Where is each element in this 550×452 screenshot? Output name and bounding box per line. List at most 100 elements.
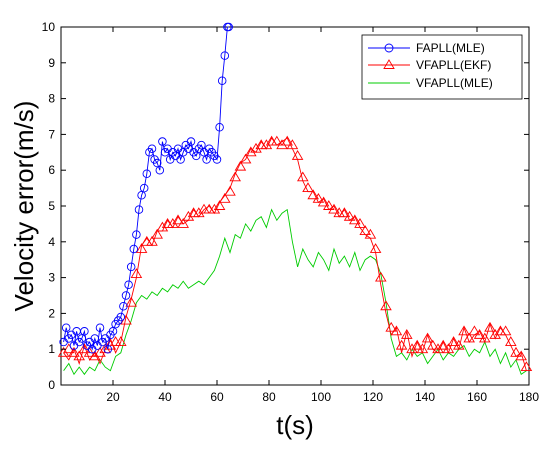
data-point bbox=[401, 328, 413, 339]
series-layer bbox=[57, 22, 533, 376]
y-tick-label: 4 bbox=[48, 235, 55, 249]
data-point bbox=[442, 343, 455, 354]
data-point bbox=[447, 336, 460, 346]
data-point bbox=[354, 218, 366, 228]
data-point bbox=[155, 165, 165, 175]
data-point bbox=[312, 192, 325, 203]
data-point bbox=[411, 339, 423, 350]
data-point bbox=[193, 207, 205, 218]
series-vfapll-mle- bbox=[63, 208, 527, 376]
data-point bbox=[78, 343, 91, 354]
data-point bbox=[453, 339, 465, 350]
x-tick-label: 120 bbox=[363, 390, 383, 404]
y-axis-title: Velocity error(m/s) bbox=[9, 101, 39, 312]
data-point bbox=[125, 296, 137, 307]
data-point bbox=[224, 22, 233, 32]
data-point bbox=[302, 182, 314, 193]
data-point bbox=[364, 228, 377, 239]
y-tick-label: 8 bbox=[48, 92, 55, 106]
data-point bbox=[432, 343, 444, 354]
data-point bbox=[129, 244, 139, 254]
data-point bbox=[328, 203, 340, 214]
series-fapll-mle- bbox=[59, 22, 233, 354]
data-point bbox=[479, 332, 491, 343]
y-tick-label: 5 bbox=[48, 199, 55, 213]
data-point bbox=[147, 144, 157, 153]
data-point bbox=[416, 343, 429, 354]
series-vfapll-ekf- bbox=[57, 135, 533, 372]
legend: FAPLL(MLE) VFAPLL(EKF) VFAPLL(MLE) bbox=[361, 34, 523, 100]
data-point bbox=[338, 207, 351, 218]
data-point bbox=[468, 325, 481, 336]
data-point bbox=[156, 221, 169, 232]
data-point bbox=[83, 346, 96, 357]
data-point bbox=[317, 196, 330, 207]
data-point bbox=[220, 51, 230, 60]
data-point bbox=[484, 321, 496, 332]
data-point bbox=[104, 339, 117, 350]
x-tick-label: 160 bbox=[467, 390, 487, 404]
data-point bbox=[276, 139, 288, 150]
data-point bbox=[126, 262, 136, 272]
data-point bbox=[281, 135, 293, 146]
legend-label: FAPLL(MLE) bbox=[416, 41, 485, 55]
x-axis: 20 40 60 80 100 120 140 160 180 bbox=[106, 27, 539, 404]
data-point bbox=[219, 192, 231, 203]
y-tick-label: 10 bbox=[42, 20, 56, 34]
legend-label: VFAPLL(MLE) bbox=[416, 76, 493, 90]
data-point bbox=[520, 361, 533, 372]
y-axis: 0 1 2 3 4 5 6 7 8 9 10 bbox=[42, 20, 529, 392]
data-point bbox=[271, 135, 283, 146]
data-point bbox=[119, 301, 128, 311]
data-point bbox=[130, 268, 143, 278]
data-point bbox=[215, 122, 224, 132]
y-tick-label: 3 bbox=[48, 271, 55, 285]
data-point bbox=[208, 203, 221, 214]
legend-marker bbox=[383, 59, 395, 69]
data-point bbox=[375, 271, 387, 282]
x-tick-label: 100 bbox=[311, 390, 331, 404]
data-point bbox=[146, 235, 158, 246]
data-point bbox=[202, 155, 211, 164]
data-point bbox=[380, 300, 392, 311]
data-point bbox=[135, 243, 148, 253]
data-point bbox=[239, 153, 252, 164]
data-point bbox=[103, 344, 113, 354]
data-point bbox=[499, 325, 512, 336]
data-point bbox=[234, 160, 247, 171]
x-tick-label: 60 bbox=[210, 390, 224, 404]
data-point bbox=[89, 350, 101, 361]
series-line bbox=[63, 208, 527, 376]
x-axis-title: t(s) bbox=[276, 410, 314, 440]
data-point bbox=[151, 228, 163, 239]
data-point bbox=[307, 189, 319, 200]
x-tick-label: 40 bbox=[158, 390, 172, 404]
data-point bbox=[172, 214, 184, 225]
data-point bbox=[505, 336, 517, 346]
data-point bbox=[186, 137, 196, 146]
data-point bbox=[286, 139, 299, 150]
data-point bbox=[68, 346, 80, 357]
data-point bbox=[177, 218, 189, 228]
y-tick-label: 1 bbox=[48, 342, 55, 356]
data-point bbox=[291, 149, 304, 160]
data-point bbox=[167, 218, 179, 228]
data-point bbox=[369, 243, 382, 253]
data-point bbox=[182, 210, 195, 221]
data-point bbox=[437, 339, 449, 350]
data-point bbox=[61, 323, 71, 332]
x-tick-label: 140 bbox=[415, 390, 435, 404]
data-point bbox=[142, 169, 152, 179]
data-point bbox=[213, 200, 226, 210]
data-point bbox=[245, 146, 257, 157]
data-point bbox=[116, 312, 126, 322]
data-point bbox=[343, 210, 356, 221]
data-point bbox=[115, 336, 127, 346]
data-point bbox=[297, 171, 309, 182]
data-point bbox=[260, 139, 273, 150]
data-point bbox=[515, 350, 527, 361]
data-point bbox=[134, 205, 144, 214]
x-tick-label: 180 bbox=[519, 390, 539, 404]
data-point bbox=[489, 328, 501, 339]
data-point bbox=[229, 171, 241, 182]
